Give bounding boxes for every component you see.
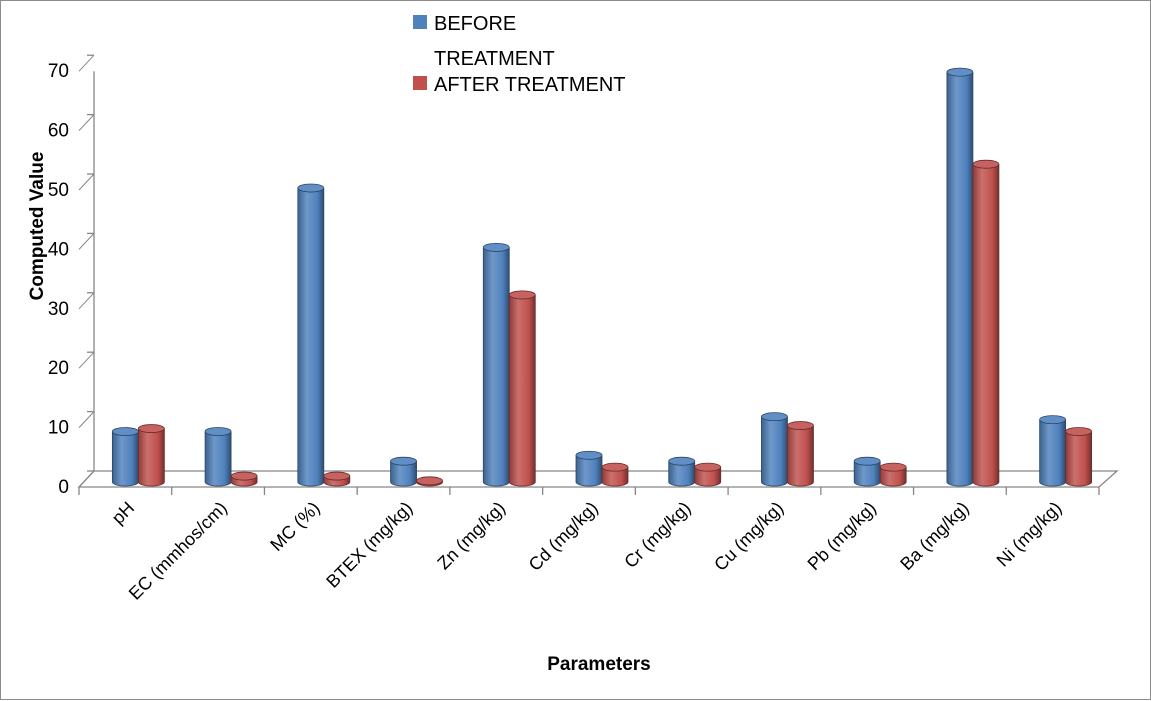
y-tick-diagonal	[78, 173, 95, 191]
bar-body	[761, 416, 788, 487]
y-tick-diagonal	[78, 351, 95, 369]
y-tick-label: 50	[48, 180, 69, 201]
bar-before	[482, 242, 510, 487]
bar-body	[946, 72, 974, 487]
y-tick-diagonal	[78, 470, 95, 488]
bar-body	[508, 294, 536, 487]
legend-label: TREATMENT	[434, 48, 555, 70]
bar-cap	[946, 67, 974, 77]
bar-before	[390, 456, 417, 487]
bar-before	[297, 183, 325, 487]
bar-cap	[482, 242, 510, 252]
y-tick-diagonal	[78, 411, 95, 428]
bar-cap	[1039, 415, 1067, 425]
category-label: Zn (mg/kg)	[433, 498, 509, 574]
bar-before	[761, 412, 788, 487]
category-label: Ba (mg/kg)	[896, 498, 972, 574]
bar-cap	[204, 427, 232, 436]
category-label: Cu (mg/kg)	[710, 498, 787, 575]
bar-body	[482, 247, 510, 487]
bar-body	[137, 428, 165, 487]
y-tick-diagonal	[78, 114, 95, 131]
bar-cap	[508, 290, 536, 300]
legend: BEFORE TREATMENT AFTER TREATMENT	[413, 13, 625, 96]
category-label: Cd (mg/kg)	[525, 498, 602, 575]
y-tick-label: 70	[48, 61, 69, 82]
legend-swatch	[413, 15, 427, 29]
bar-before	[111, 427, 139, 487]
bar-cap	[601, 462, 629, 472]
bars-layer	[111, 67, 1093, 487]
legend-label: AFTER TREATMENT	[434, 74, 625, 96]
y-tick-diagonal	[78, 233, 95, 250]
bar-body	[972, 164, 1000, 487]
bar-after	[1065, 427, 1093, 487]
bar-cap	[416, 476, 443, 486]
bar-after	[879, 462, 907, 487]
category-label: pH	[108, 498, 138, 528]
bar-after	[230, 471, 258, 487]
legend-swatch	[413, 76, 427, 90]
bar-before	[668, 456, 696, 487]
category-label: MC (%)	[266, 498, 323, 555]
category-label: Pb (mg/kg)	[804, 498, 880, 574]
y-tick-label: 0	[58, 477, 69, 498]
bar-body	[297, 187, 325, 487]
bar-cap	[853, 456, 881, 466]
bar-body	[1065, 431, 1093, 487]
bar-body	[204, 431, 232, 487]
bar-cap	[787, 421, 814, 430]
bar-cap	[297, 183, 325, 193]
category-label: Ni (mg/kg)	[993, 498, 1066, 571]
bar-after	[508, 290, 536, 487]
bar-after	[137, 424, 165, 487]
category-label: EC (mmhos/cm)	[125, 498, 231, 604]
bar-after	[601, 462, 629, 487]
legend-label: BEFORE	[434, 13, 516, 35]
y-tick-label: 60	[48, 121, 69, 142]
y-tick-label: 20	[48, 358, 69, 379]
bar-cap	[137, 424, 165, 433]
y-tick-diagonal	[78, 292, 95, 310]
bar-cap	[230, 471, 258, 481]
bar-cap	[668, 456, 696, 466]
bar-cap	[323, 471, 351, 481]
y-tick-label: 40	[48, 239, 69, 260]
x-axis-title: Parameters	[547, 654, 651, 675]
bar-before	[1039, 415, 1067, 487]
y-tick-diagonal	[78, 54, 95, 72]
bar-body	[111, 431, 139, 487]
bar-body	[787, 425, 814, 487]
bar-after	[694, 462, 722, 487]
bar-body	[575, 455, 603, 487]
y-axis-title: Computed Value	[27, 152, 48, 301]
bar-cap	[1065, 427, 1093, 436]
bar-before	[575, 450, 603, 487]
bar-cap	[575, 450, 603, 460]
category-label: Cr (mg/kg)	[620, 498, 694, 572]
bar-cap	[694, 462, 722, 472]
bar-cap	[390, 456, 417, 466]
y-tick-label: 30	[48, 299, 69, 320]
legend-item: AFTER TREATMENT	[413, 74, 625, 96]
category-label: BTEX (mg/kg)	[322, 498, 416, 592]
y-tick-labels: 0 10 20 30 40 50 60 70	[48, 61, 69, 498]
bar-before	[946, 67, 974, 487]
bar-after	[416, 476, 443, 487]
bar-cap	[972, 159, 1000, 169]
legend-item: BEFORE TREATMENT	[413, 13, 555, 70]
bar-cap	[761, 412, 788, 422]
bar-after	[323, 471, 351, 487]
bar-cap	[879, 462, 907, 472]
bar-before	[853, 456, 881, 487]
bar-cap	[111, 427, 139, 436]
bar-after	[787, 421, 814, 487]
bar-before	[204, 427, 232, 487]
bar-after	[972, 159, 1000, 487]
bar-body	[1039, 419, 1067, 487]
y-tick-label: 10	[48, 418, 69, 439]
